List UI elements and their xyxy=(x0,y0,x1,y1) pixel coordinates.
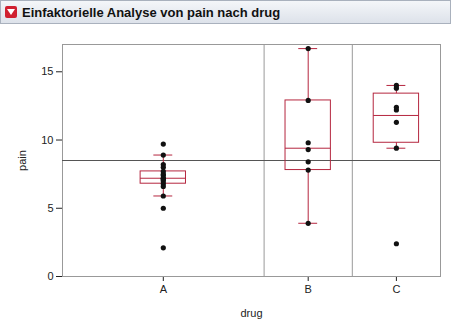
svg-text:B: B xyxy=(305,283,312,295)
html-text:Einfaktorielle Analyse von pai: Einfaktorielle Analyse von pain nach dru… xyxy=(22,4,281,20)
svg-text:pain: pain xyxy=(16,150,28,171)
svg-text:C: C xyxy=(392,283,400,295)
svg-text:10: 10 xyxy=(41,134,53,146)
svg-text:0: 0 xyxy=(47,270,53,282)
svg-text:15: 15 xyxy=(41,65,53,77)
svg-text:drug: drug xyxy=(240,307,262,319)
svg-text:5: 5 xyxy=(47,202,53,214)
svg-text:A: A xyxy=(160,283,168,295)
